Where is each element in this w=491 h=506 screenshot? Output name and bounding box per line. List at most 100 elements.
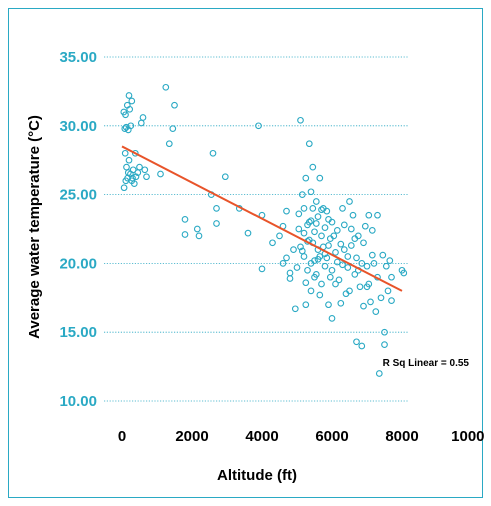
data-point (351, 235, 359, 242)
data-point (283, 254, 290, 262)
data-point (295, 210, 303, 218)
data-point (328, 266, 336, 274)
data-point (165, 140, 173, 148)
data-point (312, 220, 320, 227)
data-point (375, 370, 383, 377)
data-point (141, 166, 149, 174)
data-point (269, 239, 276, 247)
data-point (332, 280, 339, 288)
data-point (122, 177, 130, 185)
data-point (162, 83, 170, 91)
data-point (347, 242, 355, 249)
data-point (169, 125, 177, 132)
data-point (363, 262, 371, 270)
data-point (120, 184, 128, 192)
x-tick-label: 0 (118, 428, 126, 445)
data-point (361, 222, 369, 230)
data-point (314, 213, 322, 220)
data-point (325, 242, 332, 249)
data-point (370, 260, 378, 267)
data-point (339, 261, 346, 269)
data-point (353, 254, 360, 262)
y-tick-labels: 10.00 15.00 20.00 25.00 30.00 35.00 (59, 49, 97, 410)
data-point (326, 273, 334, 281)
data-point (171, 101, 178, 109)
x-tick-label: 4000 (245, 428, 278, 445)
data-point (328, 218, 336, 226)
data-point (318, 232, 325, 240)
data-point (283, 207, 290, 215)
data-point (311, 257, 318, 264)
data-point (346, 287, 353, 295)
data-point (314, 255, 322, 263)
data-point (347, 225, 355, 233)
data-point (127, 122, 135, 130)
data-point (304, 266, 311, 274)
y-tick-label: 25.00 (59, 187, 97, 204)
data-point (123, 163, 130, 171)
data-point (255, 122, 262, 130)
data-point (316, 291, 324, 299)
data-point (323, 254, 331, 262)
data-point (388, 297, 395, 304)
data-point (213, 220, 220, 227)
data-point (181, 216, 189, 223)
data-point (365, 211, 373, 219)
data-point (381, 341, 388, 348)
data-point (139, 114, 147, 121)
data-point (381, 328, 388, 336)
data-point (344, 253, 352, 260)
data-point (358, 342, 366, 350)
data-point (325, 301, 332, 309)
data-point (367, 298, 374, 306)
data-point (309, 205, 317, 212)
x-tick-label: 10000 (451, 428, 484, 445)
regression-line (121, 145, 403, 292)
data-point (121, 125, 129, 132)
data-point (195, 232, 203, 240)
data-point (121, 149, 129, 157)
x-tick-label: 6000 (315, 428, 348, 445)
y-axis-title: Average water temperature (°C) (26, 115, 43, 339)
data-point (300, 229, 308, 237)
data-point (321, 262, 329, 270)
x-tick-label: 8000 (385, 428, 418, 445)
x-tick-label: 2000 (175, 428, 208, 445)
data-point (298, 191, 306, 198)
data-point (125, 92, 133, 99)
data-point (181, 231, 189, 238)
data-point (286, 275, 294, 282)
data-point (298, 247, 306, 255)
data-point (339, 205, 346, 212)
data-point (157, 170, 164, 178)
data-point (122, 111, 129, 119)
data-point (340, 221, 348, 229)
data-point (344, 264, 352, 271)
data-point (302, 279, 310, 287)
data-points (120, 83, 408, 377)
r-squared-annotation: R Sq Linear = 0.55 (383, 358, 470, 369)
data-point (330, 232, 338, 240)
data-point (276, 232, 283, 240)
data-point (290, 246, 297, 253)
x-tick-labels: 0 2000 4000 6000 8000 10000 (118, 428, 484, 445)
data-point (258, 265, 266, 273)
data-point (368, 227, 376, 234)
data-point (365, 280, 373, 288)
data-point (213, 205, 220, 212)
data-point (307, 287, 315, 295)
data-point (346, 198, 353, 205)
data-point (244, 229, 252, 237)
data-point (221, 173, 229, 181)
y-tick-label: 35.00 (59, 49, 97, 66)
y-tick-label: 30.00 (59, 118, 97, 135)
data-point (316, 174, 324, 182)
data-point (386, 257, 394, 264)
data-point (388, 273, 395, 281)
data-point (302, 301, 310, 309)
data-point (377, 294, 385, 302)
gridlines (104, 56, 409, 402)
data-point (132, 173, 140, 181)
data-point (286, 269, 294, 277)
data-point (332, 249, 339, 256)
